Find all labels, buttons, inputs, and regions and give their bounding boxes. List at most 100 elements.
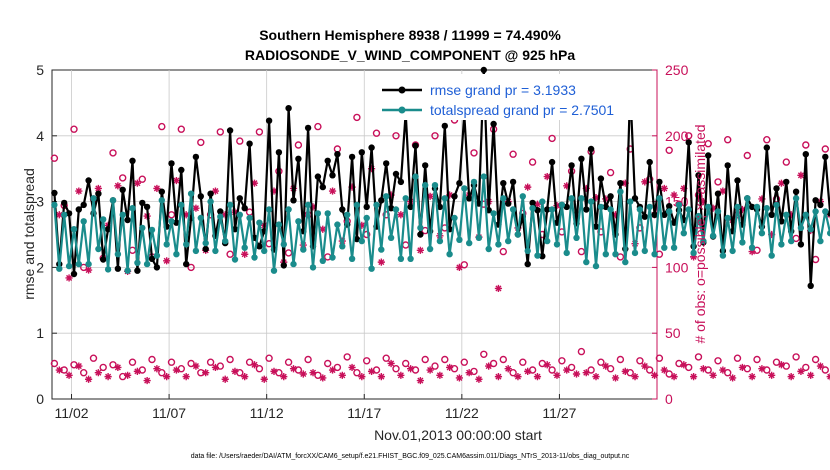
rmse-point — [348, 153, 356, 161]
obs-assimilated-lower-point — [446, 363, 454, 372]
rmse-point — [295, 155, 302, 162]
totalspread-point — [134, 259, 141, 266]
x-axis-label: Nov.01,2013 00:00:00 start — [374, 427, 542, 443]
obs-assimilated-upper-point — [582, 184, 590, 193]
totalspread-point — [412, 173, 419, 180]
obs-possible-lower-point — [167, 358, 176, 366]
obs-possible-lower-point — [206, 358, 215, 366]
obs-possible-upper-point — [665, 146, 673, 155]
totalspread-point — [544, 237, 551, 245]
y-tick-label: 3 — [36, 194, 44, 210]
legend: rmse grand pr = 3.1933 totalspread grand… — [376, 74, 651, 120]
obs-assimilated-lower-point — [504, 365, 512, 373]
obs-assimilated-lower-point — [465, 369, 473, 377]
rmse-point — [197, 193, 204, 200]
totalspread-point — [246, 214, 253, 222]
obs-assimilated-upper-point — [524, 183, 532, 191]
y-tick-label: 1 — [36, 325, 44, 341]
rmse-point — [548, 158, 556, 166]
totalspread-point — [495, 241, 502, 248]
obs-possible-lower-point — [343, 353, 351, 361]
obs-assimilated-upper-point — [533, 200, 542, 208]
rmse-point — [529, 199, 536, 207]
obs-assimilated-lower-point — [514, 373, 522, 381]
totalspread-point — [431, 182, 439, 189]
obs-possible-upper-point — [743, 151, 751, 160]
totalspread-point — [480, 173, 487, 180]
rmse-point — [578, 155, 585, 162]
obs-possible-lower-point — [148, 355, 156, 364]
totalspread-point — [383, 193, 390, 200]
totalspread-point — [563, 249, 570, 257]
obs-assimilated-lower-point — [670, 373, 678, 381]
obs-assimilated-lower-point — [143, 376, 151, 385]
rmse-point — [666, 203, 673, 210]
obs-assimilated-upper-point — [777, 179, 786, 187]
obs-assimilated-upper-point — [680, 184, 688, 193]
y-right-tick-label: 100 — [665, 259, 689, 275]
obs-possible-lower-point — [646, 366, 654, 374]
rmse-point — [524, 260, 531, 268]
obs-possible-lower-point — [811, 355, 820, 364]
rmse-point — [241, 205, 248, 212]
obs-assimilated-upper-point — [114, 182, 122, 190]
obs-possible-lower-point — [616, 355, 625, 364]
totalspread-point — [587, 198, 595, 205]
obs-assimilated-lower-point — [348, 363, 356, 372]
obs-possible-lower-point — [548, 366, 556, 374]
obs-possible-upper-point — [226, 250, 234, 258]
totalspread-point — [51, 201, 58, 209]
rmse-point — [100, 256, 107, 263]
y-right-tick-label: 50 — [665, 325, 681, 341]
rmse-point — [695, 172, 702, 179]
totalspread-point — [143, 260, 151, 268]
totalspread-point — [470, 178, 478, 186]
obs-assimilated-upper-point — [358, 221, 366, 229]
totalspread-point — [417, 224, 424, 232]
obs-assimilated-upper-point — [75, 187, 83, 195]
rmse-point — [539, 253, 546, 260]
totalspread-point — [641, 247, 648, 255]
obs-assimilated-lower-point — [270, 367, 278, 375]
obs-assimilated-lower-point — [641, 362, 649, 370]
totalspread-point — [290, 260, 297, 268]
rmse-point — [544, 206, 551, 213]
rmse-point — [417, 231, 424, 238]
obs-possible-lower-point — [402, 359, 410, 368]
obs-possible-upper-point — [499, 247, 507, 256]
totalspread-point — [285, 206, 292, 213]
obs-assimilated-lower-point — [280, 373, 288, 381]
totalspread-point — [344, 211, 351, 218]
obs-possible-upper-point — [50, 154, 59, 162]
obs-possible-upper-point — [392, 132, 400, 140]
obs-possible-lower-point — [324, 359, 332, 368]
rmse-point — [705, 152, 712, 159]
totalspread-point — [202, 239, 209, 247]
x-tick-label: 11/12 — [250, 405, 284, 421]
obs-possible-upper-point — [118, 174, 127, 182]
rmse-point — [339, 206, 346, 213]
rmse-point — [685, 139, 692, 146]
totalspread-point — [539, 198, 546, 205]
obs-possible-upper-point — [509, 150, 517, 158]
rmse-point — [783, 178, 790, 186]
obs-assimilated-lower-point — [816, 362, 825, 370]
obs-assimilated-upper-point — [494, 284, 503, 293]
obs-assimilated-upper-point — [397, 211, 405, 219]
obs-possible-lower-point — [792, 353, 800, 361]
rmse-point — [802, 151, 809, 158]
totalspread-point — [822, 208, 829, 215]
totalspread-point — [656, 195, 663, 202]
totalspread-point — [270, 267, 278, 274]
totalspread-point — [261, 247, 268, 255]
obs-possible-upper-point — [763, 135, 771, 144]
obs-assimilated-lower-point — [602, 362, 610, 370]
rmse-point — [202, 245, 209, 253]
obs-assimilated-lower-point — [250, 361, 259, 369]
totalspread-point — [212, 247, 219, 255]
totalspread-point — [758, 230, 766, 237]
obs-assimilated-lower-point — [563, 366, 571, 374]
obs-assimilated-lower-point — [231, 367, 239, 375]
obs-possible-lower-point — [655, 354, 664, 362]
rmse-point — [822, 153, 829, 161]
